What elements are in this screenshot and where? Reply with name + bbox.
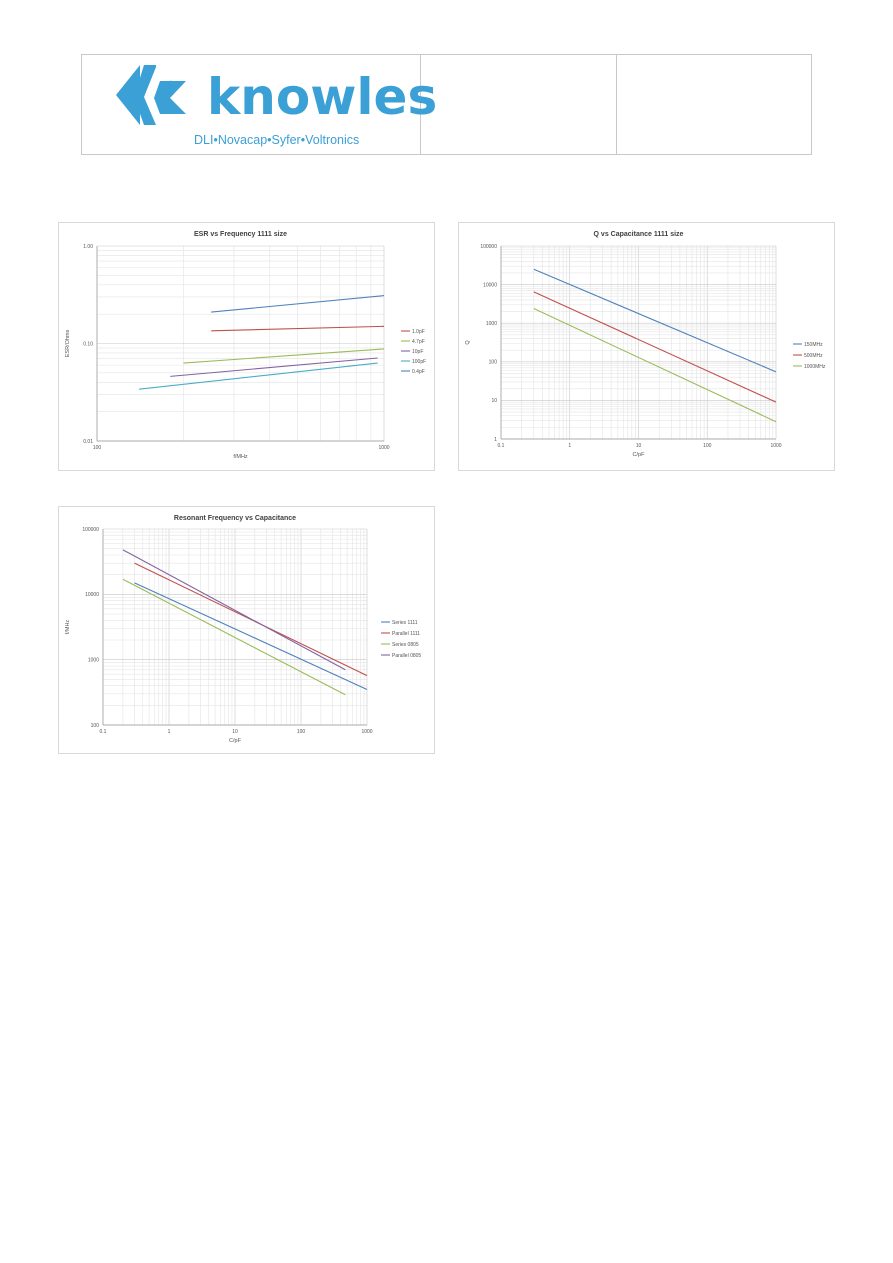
x-tick-label: 1000 bbox=[378, 445, 389, 451]
grid bbox=[500, 245, 777, 440]
x-tick-label: 10 bbox=[232, 729, 238, 735]
legend-label: Series 1111 bbox=[392, 620, 418, 626]
resonant-chart-svg: Resonant Frequency vs Capacitance 0.1 1 10 1… bbox=[65, 515, 421, 744]
brand-name: knowles bbox=[207, 68, 438, 126]
y-tick-label: 10 bbox=[491, 398, 497, 404]
resonant-frequency-chart: Resonant Frequency vs Capacitance 0.1 1 10 1… bbox=[58, 506, 435, 754]
y-tick-label: 100000 bbox=[480, 244, 497, 250]
y-tick-label: 1000 bbox=[88, 657, 99, 663]
header-empty-cell bbox=[617, 55, 811, 154]
chart-title: Q vs Capacitance 1111 size bbox=[594, 231, 684, 238]
x-tick-label: 100 bbox=[703, 443, 712, 449]
x-tick-label: 100 bbox=[297, 729, 306, 735]
y-tick-label: 100 bbox=[489, 360, 498, 366]
chart-title: Resonant Frequency vs Capacitance bbox=[174, 515, 296, 522]
knowles-chevron-logo-icon bbox=[116, 65, 186, 125]
series-line bbox=[211, 295, 385, 313]
x-tick-label: 100 bbox=[93, 445, 102, 451]
series-line bbox=[183, 348, 385, 364]
grid bbox=[96, 245, 385, 442]
legend-label: 1000MHz bbox=[804, 364, 826, 370]
series-line bbox=[134, 582, 368, 690]
header-table: ® knowles DLI•Novacap•Syfer•Voltronics bbox=[81, 54, 812, 155]
y-tick-label: 0.10 bbox=[83, 341, 93, 347]
q-vs-capacitance-chart: Q vs Capacitance 1111 size 0.1 1 10 100 1000 1… bbox=[458, 222, 835, 471]
y-tick-label: 10000 bbox=[483, 282, 497, 288]
y-tick-label: 1 bbox=[494, 437, 497, 443]
y-tick-label: 1.00 bbox=[83, 244, 93, 250]
logo-cell: ® knowles DLI•Novacap•Syfer•Voltronics bbox=[82, 55, 437, 154]
legend-label: 10pF bbox=[412, 349, 423, 355]
legend-label: Series 0805 bbox=[392, 642, 419, 648]
x-tick-label: 10 bbox=[636, 443, 642, 449]
legend-label: 150MHz bbox=[804, 342, 823, 348]
series-line bbox=[138, 362, 378, 390]
y-axis-label: f/MHz bbox=[65, 620, 71, 635]
x-tick-label: 0.1 bbox=[100, 729, 107, 735]
y-axis-label: ESR/Ohms bbox=[65, 330, 71, 358]
legend-label: 100pF bbox=[412, 359, 426, 365]
x-tick-label: 0.1 bbox=[498, 443, 505, 449]
x-tick-label: 1000 bbox=[770, 443, 781, 449]
y-tick-label: 100 bbox=[91, 723, 100, 729]
series-line bbox=[170, 357, 378, 377]
y-axis-label: Q bbox=[465, 340, 471, 345]
registered-mark: ® bbox=[168, 81, 174, 88]
series-line bbox=[533, 268, 777, 373]
legend-label: 500MHz bbox=[804, 353, 823, 359]
brand-tagline: DLI•Novacap•Syfer•Voltronics bbox=[194, 133, 360, 147]
esr-vs-frequency-chart: ESR vs Frequency 1111 size 100 1000 0.01 0.1… bbox=[58, 222, 435, 471]
series-line bbox=[533, 291, 777, 403]
series-line bbox=[211, 325, 385, 332]
x-tick-label: 1000 bbox=[361, 729, 372, 735]
legend-label: 4.7pF bbox=[412, 339, 425, 345]
legend-label: 0.4pF bbox=[412, 369, 425, 375]
x-axis-label: C/pF bbox=[229, 738, 242, 744]
y-tick-label: 100000 bbox=[82, 527, 99, 533]
legend-label: 1.0pF bbox=[412, 329, 425, 335]
y-tick-label: 10000 bbox=[85, 592, 99, 598]
x-axis-label: C/pF bbox=[633, 452, 646, 458]
header-empty-cell bbox=[421, 55, 617, 154]
series-line bbox=[533, 308, 777, 423]
y-tick-label: 1000 bbox=[486, 321, 497, 327]
x-axis-label: f/MHz bbox=[233, 454, 248, 460]
x-tick-label: 1 bbox=[568, 443, 571, 449]
x-tick-label: 1 bbox=[168, 729, 171, 735]
y-tick-label: 0.01 bbox=[83, 439, 93, 445]
legend-label: Parallel 0805 bbox=[392, 653, 421, 659]
series-line bbox=[122, 549, 346, 671]
chart-title: ESR vs Frequency 1111 size bbox=[194, 231, 287, 238]
grid bbox=[102, 528, 368, 726]
legend-label: Parallel 1111 bbox=[392, 631, 420, 637]
series-line bbox=[122, 578, 346, 696]
esr-chart-svg: ESR vs Frequency 1111 size 100 1000 0.01 0.1… bbox=[65, 231, 426, 460]
